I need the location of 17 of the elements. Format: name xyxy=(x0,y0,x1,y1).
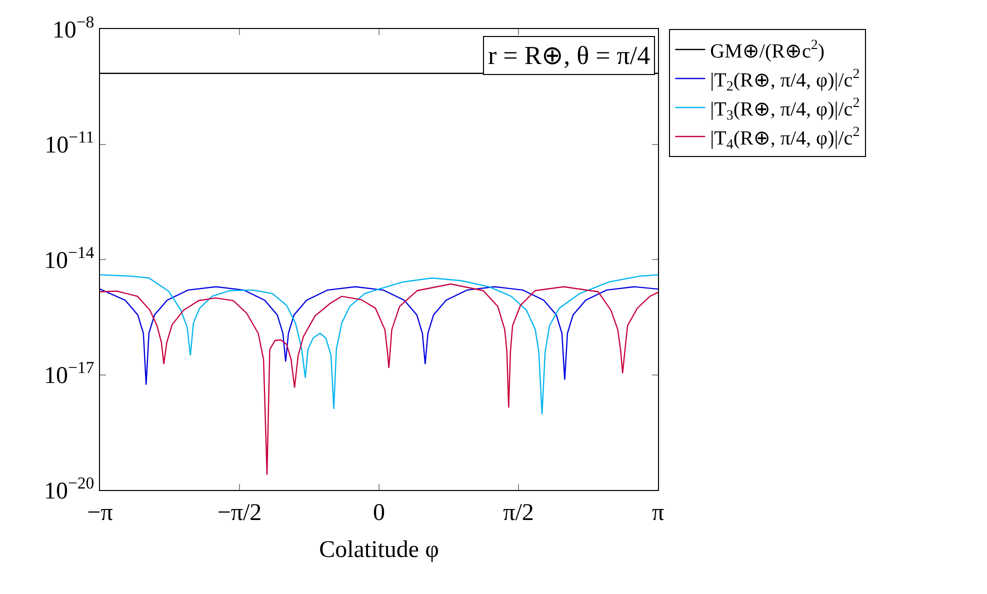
legend-label: GM⊕/(R⊕c$^{2}$) xyxy=(710,38,825,62)
y-tick-label: 10$^{−14}$ xyxy=(44,242,95,274)
annotation: r = R⊕, θ = π/4 xyxy=(488,41,650,70)
x-axis-title: Colatitude φ xyxy=(319,537,439,564)
line-series xyxy=(100,274,658,415)
y-tick-label: 10$^{−11}$ xyxy=(44,128,94,159)
y-tick-label: 10$^{−17}$ xyxy=(44,358,94,390)
y-tick-label: 10$^{−8}$ xyxy=(52,12,94,44)
x-tick-label: π xyxy=(652,500,664,526)
legend-label: |T$_{3}$(R⊕, π/4, φ)|/c$^{2}$ xyxy=(710,96,860,124)
line-series xyxy=(100,283,658,476)
x-tick-label: 0 xyxy=(373,500,385,526)
legend-label: |T$_{4}$(R⊕, π/4, φ)|/c$^{2}$ xyxy=(710,124,860,152)
x-tick-label: π/2 xyxy=(503,500,534,526)
line-series xyxy=(100,286,658,386)
legend-label: |T$_{2}$(R⊕, π/4, φ)|/c$^{2}$ xyxy=(710,66,860,94)
x-tick-label: −π/2 xyxy=(217,500,262,526)
